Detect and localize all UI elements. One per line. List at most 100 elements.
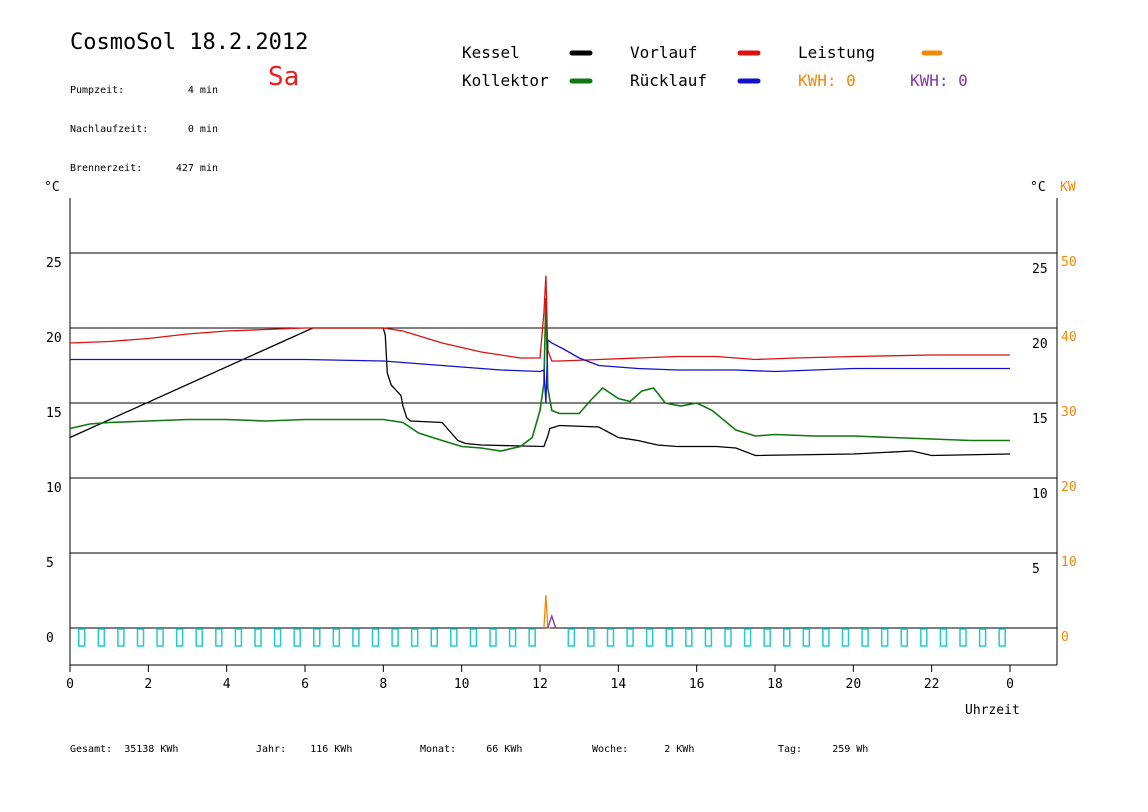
pump-bar [939,628,948,647]
x-tick-label: 16 [689,677,705,692]
footer-woche-label: Woche: [592,744,629,755]
pump-bar [587,628,595,647]
pump-bar [998,628,1006,647]
pump-bar [117,628,125,647]
x-tick-label: 2 [144,677,152,692]
footer-monat-label: Monat: [420,744,457,755]
legend-vorlauf-label: Vorlauf [630,43,698,62]
gridlines [70,252,1057,629]
kw-unit-label: KW [1060,180,1076,195]
pump-bar [332,628,341,647]
footer-gesamt-value: 35138 KWh [124,744,179,755]
right-tick-label: 20 [1032,337,1048,352]
x-axis-label: Uhrzeit [965,703,1020,718]
kw-tick-label: 20 [1061,480,1077,495]
info-label-nachlaufzeit: Nachlaufzeit: [70,124,149,135]
pump-bar [978,628,987,647]
x-tick-label: 8 [379,677,387,692]
right-tick-label: 15 [1032,412,1048,427]
legend-kessel-label: Kessel [462,43,520,62]
pump-bar [352,628,360,647]
y-tick-label: 10 [46,481,62,496]
pump-bar [841,628,850,647]
x-tick-label: 10 [454,677,470,692]
footer-jahr-value: 116 KWh [310,744,353,755]
footer-woche: Woche: 2 KWh [592,744,694,755]
kw-tick-label: 30 [1061,405,1077,420]
kw-tick-label: 40 [1061,330,1077,345]
pump-bar [606,628,615,647]
x-tick-label: 14 [611,677,627,692]
series-lines [69,275,1011,629]
info-label-pumpzeit: Pumpzeit: [70,85,125,96]
pump-bar [861,628,869,647]
left-unit-label: °C [44,180,60,195]
pump-bar [900,628,908,647]
pump-bar [489,628,497,647]
weekday-label: Sa [268,62,300,92]
pump-bar [430,628,438,647]
pump-bar [136,628,145,647]
right-unit-label: °C [1030,180,1046,195]
footer-gesamt: Gesamt: 35138 KWh [70,744,178,755]
series-ruecklauf [70,338,1010,404]
pump-bar [802,628,811,647]
legend-kollektor-label: Kollektor [462,71,549,90]
footer-gesamt-label: Gesamt: [70,744,113,755]
pump-bar [410,628,419,647]
pump-bar [391,628,399,647]
kw-tick-label: 10 [1061,555,1077,570]
info-value-nachlaufzeit: 0 min [187,124,218,135]
footer-jahr: Jahr: 116 KWh [256,744,352,755]
pump-bar [450,628,458,647]
footer-tag-label: Tag: [778,744,803,755]
kw-tick-label: 0 [1061,630,1069,645]
pump-bar [567,628,576,647]
series-kollektor [69,297,1010,452]
pump-bar [215,628,223,647]
pump-bar [763,628,771,647]
legend-leistung-label: Leistung [798,43,876,62]
y-tick-label: 15 [46,406,62,421]
pump-bar [156,628,164,647]
x-tick-label: 20 [846,677,862,692]
pump-bar [959,628,967,647]
pump-bar [78,628,86,647]
x-tick-label: 12 [532,677,548,692]
pump-bar [724,628,732,647]
footer-monat-value: 66 KWh [486,744,523,755]
footer-jahr-label: Jahr: [256,744,287,755]
series-leistung [543,594,550,629]
pump-bar [920,628,928,647]
legend-kwh2-label: KWH: 0 [910,71,968,90]
info-value-brennerzeit: 427 min [175,163,218,174]
info-label-brennerzeit: Brennerzeit: [70,163,143,174]
pump-bar [234,628,243,647]
pump-bars [78,628,1006,647]
info-value-pumpzeit: 4 min [187,85,218,96]
pump-bar [254,628,262,647]
pump-bar [293,628,301,647]
y-tick-label: 25 [46,256,62,271]
legend-kwh1-label: KWH: 0 [798,71,856,90]
pump-bar [313,628,321,647]
pump-bar [273,628,282,647]
series-kwh [547,613,557,629]
pump-bar [469,628,478,647]
pump-bar [783,628,791,647]
pump-bar [508,628,517,647]
pump-bar [195,628,203,647]
footer-tag-value: 259 Wh [832,744,869,755]
legend-ruecklauf-label: Rücklauf [630,71,708,90]
pump-bar [645,628,654,647]
series-vorlauf [69,275,1010,362]
pump-bar [822,628,830,647]
x-tick-label: 18 [767,677,783,692]
y-tick-label: 5 [46,556,54,571]
info-block: Pumpzeit: 4 min Nachlaufzeit: 0 min Brenne… [70,58,218,188]
footer-monat: Monat: 66 KWh [420,744,522,755]
x-tick-label: 22 [924,677,940,692]
series-kessel [69,327,1011,457]
x-tick-label: 0 [66,677,74,692]
